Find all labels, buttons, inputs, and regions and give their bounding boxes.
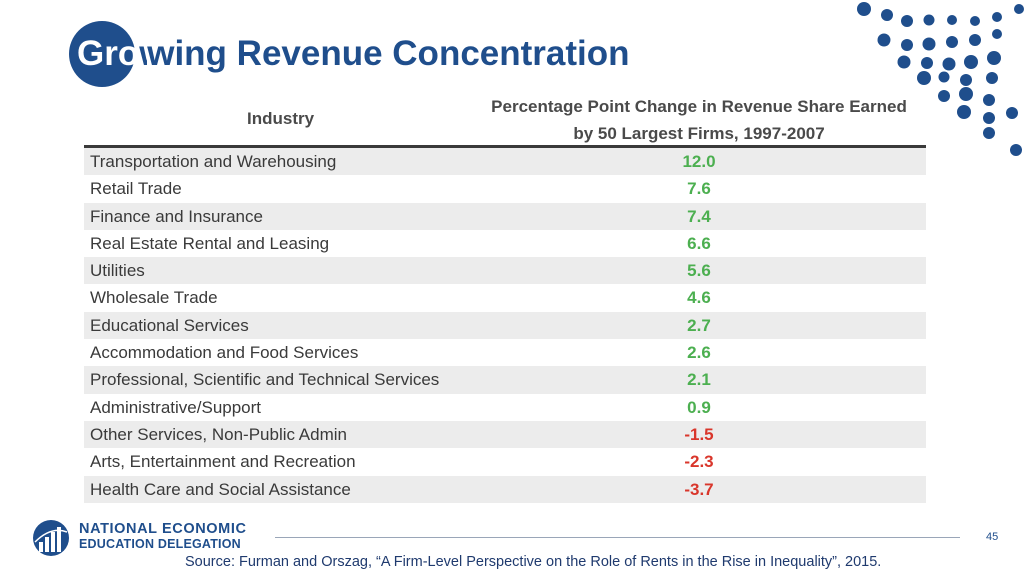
industry-cell: Professional, Scientific and Technical S… [90, 370, 440, 390]
revenue-concentration-table: Industry Percentage Point Change in Reve… [84, 93, 926, 503]
change-value-cell: 5.6 [687, 261, 711, 281]
table-row: Administrative/Support 0.9 [84, 393, 926, 421]
industry-cell: Accommodation and Food Services [90, 343, 359, 363]
industry-cell: Arts, Entertainment and Recreation [90, 452, 356, 472]
change-value-cell: -2.3 [684, 452, 714, 472]
change-value-cell: 2.1 [687, 370, 711, 390]
header-change-line1: Percentage Point Change in Revenue Share… [491, 97, 907, 116]
globe-icon [33, 520, 69, 556]
change-value-cell: 7.6 [687, 179, 711, 199]
table-row: Wholesale Trade 4.6 [84, 284, 926, 312]
table-row: Accommodation and Food Services 2.6 [84, 339, 926, 367]
logo-line-2: EDUCATION DELEGATION [79, 537, 241, 551]
title-part-rest: wing Revenue Concentration [147, 34, 630, 73]
header-rule [84, 145, 926, 148]
source-citation: Source: Furman and Orszag, “A Firm-Level… [185, 554, 882, 570]
change-value-cell: 4.6 [687, 288, 711, 308]
table-body: Transportation and Warehousing 12.0 Retail… [84, 148, 926, 503]
industry-cell: Retail Trade [90, 179, 182, 199]
table-row: Professional, Scientific and Technical S… [84, 366, 926, 394]
table-row: Real Estate Rental and Leasing 6.6 [84, 229, 926, 258]
industry-cell: Utilities [90, 261, 145, 281]
header-change-line2: by 50 Largest Firms, 1997-2007 [573, 124, 825, 143]
industry-cell: Wholesale Trade [90, 288, 218, 308]
title-text: Growwing Revenue Concentration [77, 35, 630, 73]
title-part-in-circle: Gro [77, 34, 140, 73]
title-circle-badge [69, 21, 135, 87]
change-value-cell: -1.5 [684, 424, 714, 444]
industry-cell: Health Care and Social Assistance [90, 479, 351, 499]
table-row: Arts, Entertainment and Recreation -2.3 [84, 448, 926, 476]
change-value-cell: -3.7 [684, 479, 714, 499]
table-header: Industry Percentage Point Change in Reve… [84, 93, 926, 145]
industry-cell: Administrative/Support [90, 397, 262, 417]
industry-cell: Other Services, Non-Public Admin [90, 424, 347, 444]
industry-cell: Educational Services [90, 315, 249, 335]
table-row: Transportation and Warehousing 12.0 [84, 148, 926, 176]
table-row: Health Care and Social Assistance -3.7 [84, 475, 926, 503]
table-row: Other Services, Non-Public Admin -1.5 [84, 420, 926, 449]
logo-line-1: NATIONAL ECONOMIC [79, 521, 247, 537]
table-row: Educational Services 2.7 [84, 311, 926, 340]
page-number: 45 [986, 531, 999, 543]
decorative-dots-pattern [857, 2, 1024, 156]
header-industry: Industry [247, 109, 315, 128]
change-value-cell: 0.9 [687, 397, 711, 417]
change-value-cell: 6.6 [687, 233, 711, 253]
title-part-hidden: w [139, 35, 147, 73]
change-value-cell: 2.7 [687, 315, 711, 335]
table-row: Utilities 5.6 [84, 257, 926, 285]
industry-cell: Finance and Insurance [90, 206, 263, 226]
change-value-cell: 2.6 [687, 343, 711, 363]
change-value-cell: 12.0 [682, 152, 716, 171]
industry-cell: Real Estate Rental and Leasing [90, 233, 330, 253]
change-value-cell: 7.4 [687, 206, 711, 226]
industry-cell: Transportation and Warehousing [90, 152, 337, 171]
table-row: Finance and Insurance 7.4 [84, 202, 926, 230]
footer-divider [275, 537, 960, 538]
table-row: Retail Trade 7.6 [84, 175, 926, 203]
ned-logo: NATIONAL ECONOMIC EDUCATION DELEGATION [31, 518, 246, 563]
logo-wordmark: NATIONAL ECONOMIC EDUCATION DELEGATION [79, 522, 247, 552]
header-change: Percentage Point Change in Revenue Share… [481, 93, 917, 147]
